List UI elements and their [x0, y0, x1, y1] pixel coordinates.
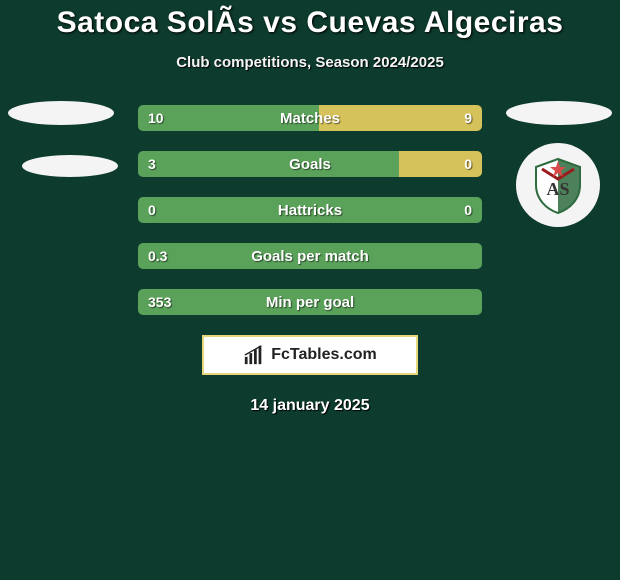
comparison-bars: Matches109 Goals30 Hattricks00 Goals per ma…: [138, 105, 482, 315]
comparison-card: Satoca SolÃ­s vs Cuevas Algeciras Club c…: [0, 0, 620, 415]
page-subtitle: Club competitions, Season 2024/2025: [0, 54, 620, 71]
bar-track: [138, 151, 482, 177]
bar-row: Hattricks00: [138, 197, 482, 223]
bar-row: Min per goal353: [138, 289, 482, 315]
date-label: 14 january 2025: [0, 397, 620, 415]
brand-text: FcTables.com: [271, 346, 377, 364]
player-left-badge-placeholder: [8, 101, 114, 125]
bar-fill-left: [138, 289, 482, 315]
club-logo: AS: [516, 143, 600, 227]
bar-track: [138, 289, 482, 315]
bar-row: Goals per match0.3: [138, 243, 482, 269]
player-left-badge-placeholder-2: [22, 155, 118, 177]
bar-fill-left: [138, 197, 482, 223]
bar-track: [138, 243, 482, 269]
chart-area: AS Matches109 Goals30 Hattricks00 Goals per…: [0, 105, 620, 315]
bar-track: [138, 105, 482, 131]
svg-text:AS: AS: [546, 179, 569, 199]
bar-chart-icon: [243, 344, 265, 366]
bar-fill-left: [138, 105, 319, 131]
bar-fill-right: [319, 105, 482, 131]
player-right-badge-placeholder: [506, 101, 612, 125]
bar-fill-right: [399, 151, 482, 177]
bar-fill-left: [138, 243, 482, 269]
bar-track: [138, 197, 482, 223]
bar-fill-left: [138, 151, 399, 177]
shield-icon: AS: [528, 155, 588, 215]
brand-badge: FcTables.com: [202, 335, 418, 375]
bar-row: Goals30: [138, 151, 482, 177]
bar-row: Matches109: [138, 105, 482, 131]
page-title: Satoca SolÃ­s vs Cuevas Algeciras: [0, 6, 620, 40]
